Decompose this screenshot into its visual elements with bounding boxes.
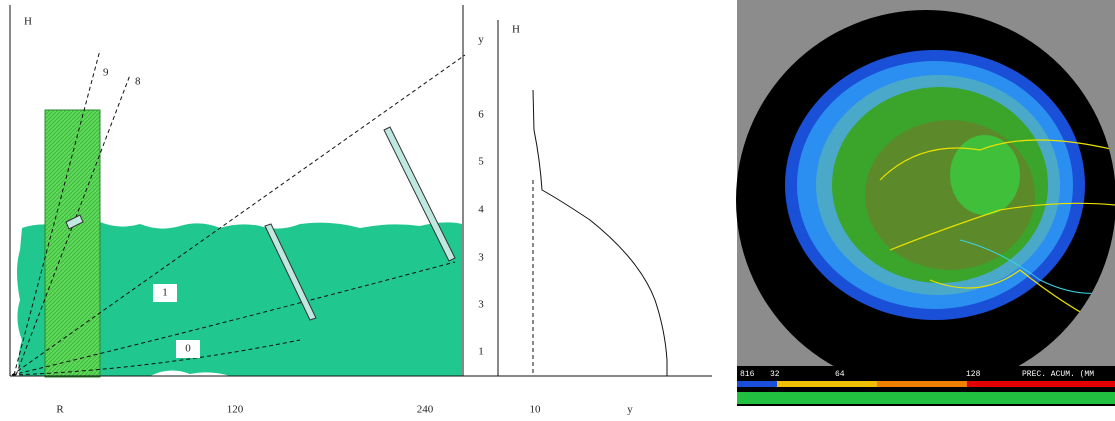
- legend-label: 128: [966, 370, 981, 379]
- legend-strip: [737, 392, 1115, 404]
- scale-label: 3: [478, 252, 484, 264]
- gauge-column: [45, 110, 100, 377]
- scale-label: y: [478, 34, 484, 46]
- profile-curve: [533, 90, 667, 376]
- legend-swatch: [967, 381, 1115, 387]
- beam-label: 8: [135, 76, 141, 88]
- x-label: 10: [530, 404, 542, 416]
- axis-label: H: [512, 24, 520, 36]
- figure: H98y65433110R120240H10y8163264128PREC. A…: [0, 0, 1115, 421]
- scale-label: 4: [478, 204, 484, 216]
- legend-swatch: [737, 381, 777, 387]
- beam-label: 9: [103, 67, 109, 79]
- x-label: 120: [227, 404, 244, 416]
- x-label: 240: [417, 404, 434, 416]
- axis-label: H: [24, 16, 32, 28]
- scale-label: 6: [478, 109, 484, 121]
- x-label: R: [56, 404, 64, 416]
- ray-label: 0: [185, 343, 191, 355]
- scale-label: 1: [478, 346, 484, 358]
- legend-label: PREC. ACUM. (MM: [1022, 370, 1094, 379]
- x-label: y: [627, 404, 633, 416]
- scale-label: 5: [478, 156, 484, 168]
- legend-label: 64: [835, 370, 845, 379]
- legend-swatch: [877, 381, 967, 387]
- ray-label: 1: [162, 287, 168, 299]
- legend-label: 816: [740, 370, 755, 379]
- legend-swatch: [777, 381, 877, 387]
- scale-label: 3: [478, 299, 484, 311]
- legend-label: 32: [770, 370, 780, 379]
